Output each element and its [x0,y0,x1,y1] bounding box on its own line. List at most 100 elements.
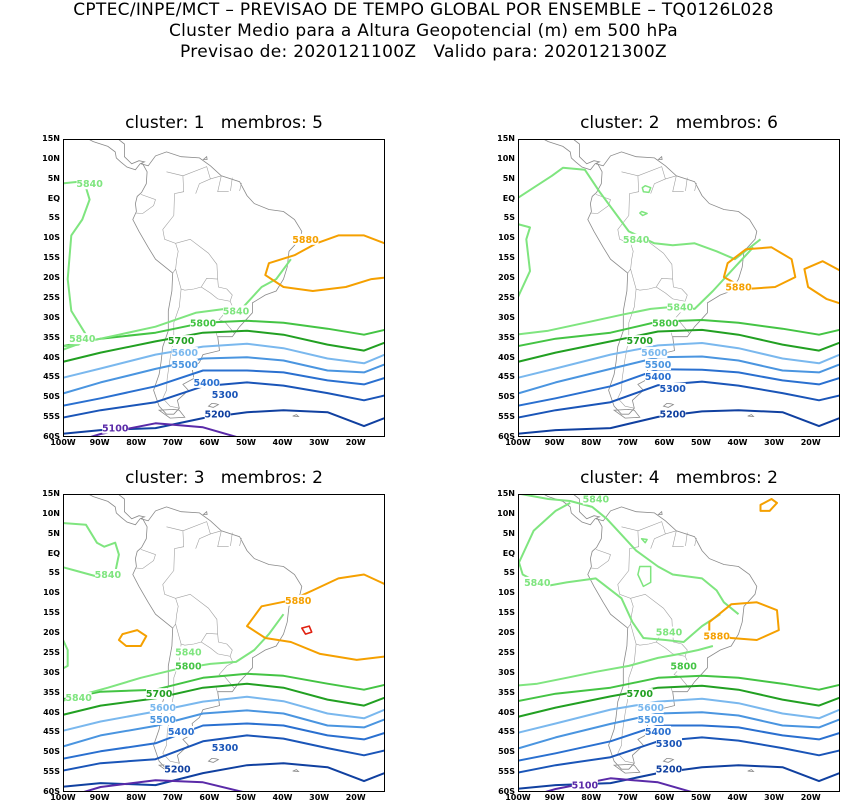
longitude-tick-label: 30W [764,793,785,802]
country-border [617,288,637,409]
coastline [747,769,755,772]
latitude-tick-label: EQ [502,193,515,203]
contour-label-bg [94,568,121,580]
country-border [665,175,677,180]
contour-label: 5700 [146,689,173,700]
contour-label-bg [725,281,752,293]
contour-label-bg [65,692,92,704]
longitude-tick-label: 100W [505,793,531,802]
contour-label-bg [175,660,202,672]
coastline [544,140,601,171]
contour-label-bg [149,702,176,714]
country-border [166,171,185,216]
longitude-tick-label: 60W [654,438,675,447]
contour-label: 5300 [212,390,239,401]
contour-label-bg [164,763,191,775]
contour-label: 5400 [168,727,195,738]
latitude-tick-label: 55S [498,412,515,422]
contour-label: 5840 [667,302,694,313]
longitude-tick-label: 80W [126,793,147,802]
contour-label: 5400 [645,727,672,738]
country-border [239,537,242,546]
contour-label: 5880 [292,235,319,246]
country-border [672,634,688,651]
latitude-tick-label: 15S [498,253,515,263]
contour-5880 [246,573,384,661]
coastline [132,506,303,770]
latitude-tick-label: 20S [43,273,60,283]
panel-title-cluster-1: cluster: 1 membros: 5 [125,113,323,133]
country-border [685,177,688,191]
longitude-tick-label: 90W [544,793,565,802]
coastline [292,414,300,417]
contour-label-bg [292,233,319,245]
latitude-tick-label: 50S [43,392,60,402]
longitude-tick-label: 60W [199,438,220,447]
latitude-tick-label: 45S [43,372,60,382]
contour-label-bg [582,495,609,505]
contour-label: 5600 [638,703,665,714]
latitude-tick-label: 50S [43,747,60,757]
country-border [201,286,233,302]
latitude-tick-label: 15N [42,134,60,143]
latitude-tick-label: 10S [43,588,60,598]
longitude-tick-label: 20W [800,438,821,447]
country-border [217,279,233,296]
contour-label: 5880 [703,632,730,643]
country-border [630,593,673,635]
coastline [747,414,755,417]
contour-label-bg [656,626,683,638]
latitude-tick-label: 40S [498,707,515,717]
latitude-tick-label: 45S [498,727,515,737]
country-border [175,624,218,646]
contour-label-bg [656,763,683,775]
contour-5880 [722,246,797,290]
contour-label-bg [168,725,195,737]
country-border [656,641,688,657]
country-border [175,593,218,635]
contour-label: 5700 [627,689,654,700]
longitude-tick-label: 100W [505,438,531,447]
country-border [239,182,242,191]
latitude-tick-label: 35S [498,332,515,342]
country-border [201,641,233,657]
contour-label: 5200 [659,410,686,421]
contour-5800 [64,672,384,700]
latitude-tick-label: 40S [43,352,60,362]
contour-label-bg [146,688,173,700]
contour-label: 5500 [638,715,665,726]
latitude-tick-label: 35S [498,687,515,697]
contour-label-bg [571,779,598,791]
contour-label-bg [190,317,217,329]
latitude-tick-label: 50S [498,747,515,757]
contour-label: 5840 [76,179,103,190]
contour-5500 [519,711,839,750]
latitude-tick-label: 45S [43,727,60,737]
latitude-tick-label: 50S [498,392,515,402]
longitude-tick-label: 80W [581,438,602,447]
country-border [637,521,666,549]
latitude-tick-label: 45S [498,372,515,382]
latitude-tick-label: 25S [43,647,60,657]
contour-label: 5880 [285,596,312,607]
country-border [591,549,611,569]
contour-label-bg [703,630,730,642]
country-border [210,530,222,535]
contour-label: 5100 [572,781,599,792]
contour-layer [519,495,839,791]
coastline [207,757,220,763]
country-border [621,171,640,216]
latitude-tick-label: 60S [498,787,515,796]
country-border [182,166,211,194]
contour-label: 5840 [65,693,92,704]
contour-label-bg [285,594,312,606]
country-border [215,687,218,692]
longitude-tick-label: 80W [581,793,602,802]
latitude-tick-label: 15S [43,253,60,263]
latitude-tick-label: 30S [498,667,515,677]
country-border [672,279,688,296]
contour-label: 5880 [725,283,752,294]
contour-labels: 5840 5840 5880 5840 5800 5700 5600550054005300… [524,495,730,792]
country-border [136,549,156,569]
